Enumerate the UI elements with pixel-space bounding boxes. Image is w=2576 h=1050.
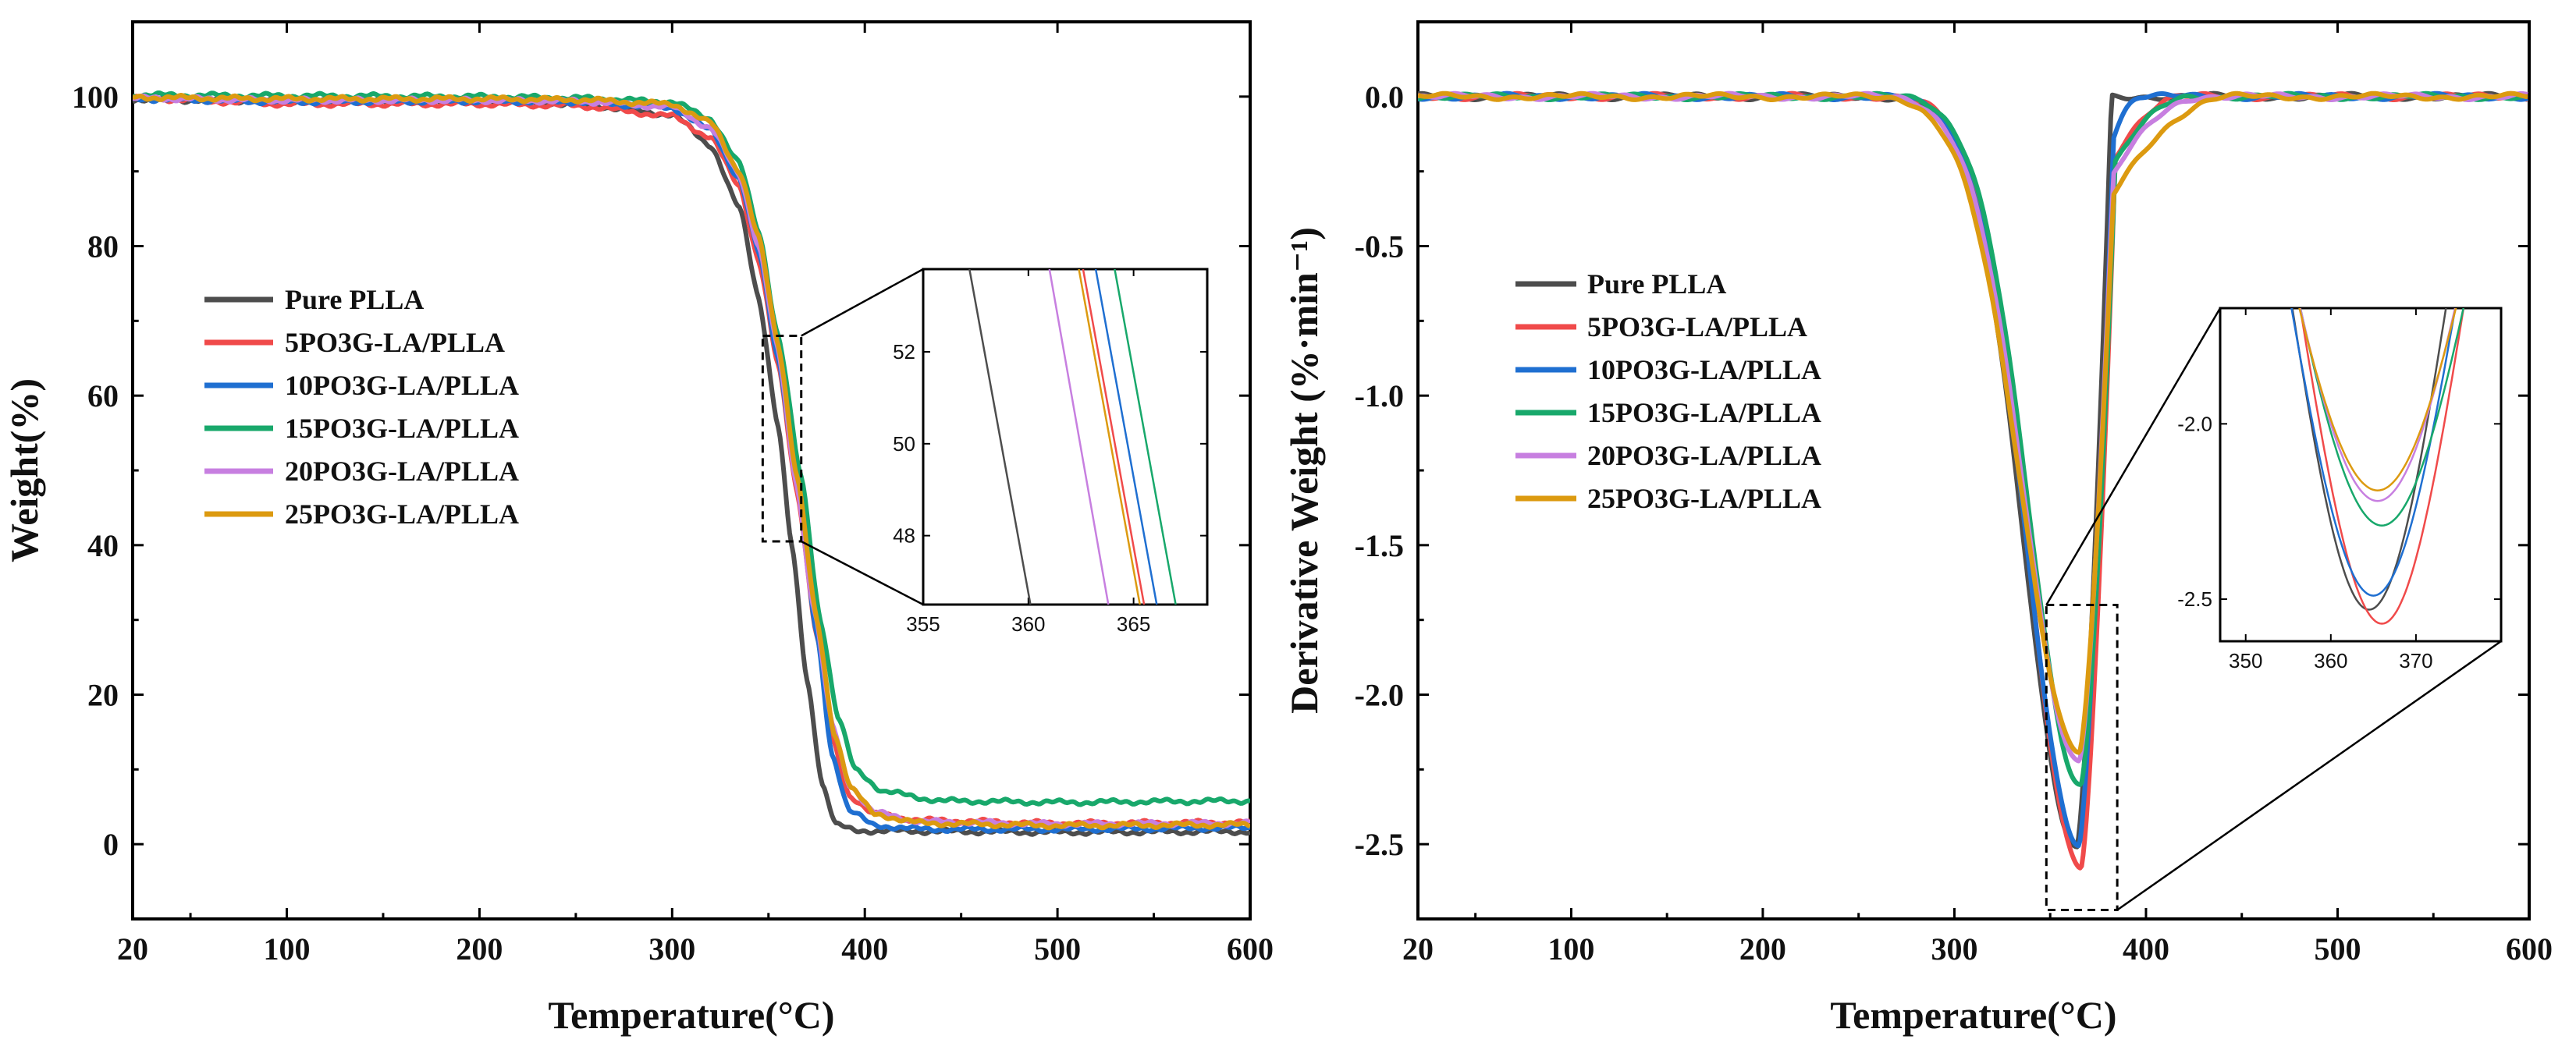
inset-series-line <box>1078 269 1141 605</box>
left-ytick-label: 20 <box>87 678 119 713</box>
inset0-ytick-label: 50 <box>893 432 915 456</box>
legend-label: 10PO3G-LA/PLLA <box>285 370 519 401</box>
left-xtick-label: 400 <box>841 931 888 967</box>
inset0-xtick-label: 365 <box>1117 612 1150 636</box>
inset-curve <box>2299 308 2464 527</box>
inset-dtg-chart: 350 360 370 -2.0 -2.5 <box>2177 307 2503 672</box>
inset1-frame <box>2219 307 2503 643</box>
legend-label: 5PO3G-LA/PLLA <box>1587 311 1807 342</box>
right-ytick-label: -1.5 <box>1355 528 1404 563</box>
right-xtick-label: 400 <box>2123 931 2169 967</box>
tga-weight-chart: 20 100 200 300 400 500 600 0 20 40 60 80 100 Temperat… <box>2 20 1274 1037</box>
inset0-xtick-label: 360 <box>1011 612 1045 636</box>
right-xtick-label: 600 <box>2506 931 2553 967</box>
right-ytick-label: 0.0 <box>1365 80 1404 115</box>
legend-label: 20PO3G-LA/PLLA <box>285 456 519 487</box>
inset-background <box>923 269 1207 605</box>
dtg-derivative-chart: 20 100 200 300 400 500 600 0.0 -0.5 -1.0 -1.5 -2.0 -… <box>1282 20 2553 1037</box>
zoom-region-box <box>2045 604 2119 911</box>
inset0-frame <box>922 268 1209 606</box>
legend-label: Pure PLLA <box>1587 268 1726 300</box>
dtg-line-25po3g-la-plla <box>1418 90 2529 755</box>
y-axis-title: Weight(%) <box>2 378 46 562</box>
legend-label: 25PO3G-LA/PLLA <box>1587 483 1821 514</box>
right-xtick-label: 300 <box>1931 931 1977 967</box>
inset-series-line <box>1114 269 1177 605</box>
inset-curve <box>2291 308 2447 611</box>
legend-label: 10PO3G-LA/PLLA <box>1587 354 1821 385</box>
right-ytick-label: -2.5 <box>1355 827 1404 862</box>
right-xtick-label: 100 <box>1547 931 1594 967</box>
inset1-xtick-label: 360 <box>2314 649 2347 672</box>
dtg-series-group <box>1418 90 2529 871</box>
legend-label: 15PO3G-LA/PLLA <box>285 413 519 444</box>
left-xtick-label: 200 <box>456 931 503 967</box>
inset-lines <box>968 269 1177 605</box>
zoom-connector-bottom <box>801 540 924 606</box>
inset1-ytick-label: -2.0 <box>2177 412 2212 435</box>
left-ytick-label: 40 <box>87 528 119 563</box>
inset-series-line <box>1048 269 1110 605</box>
series-line-25po3g-la-plla <box>133 93 1250 831</box>
left-ytick-label: 60 <box>87 378 119 413</box>
legend-label: 5PO3G-LA/PLLA <box>285 327 505 358</box>
inset-curve <box>2298 308 2457 491</box>
legend-label: 20PO3G-LA/PLLA <box>1587 440 1821 471</box>
inset0-ytick-label: 48 <box>893 524 915 548</box>
left-xtick-label: 600 <box>1227 931 1274 967</box>
zoom-region-box <box>761 335 803 543</box>
inset0-xtick-label: 355 <box>906 612 940 636</box>
inset-series-line <box>968 269 1032 605</box>
right-ytick-label: -1.0 <box>1355 378 1404 413</box>
zoom-connector-top <box>801 268 924 337</box>
left-ytick-label: 100 <box>72 80 119 115</box>
legend-label: Pure PLLA <box>285 284 424 315</box>
inset1-ytick-label: -2.5 <box>2177 587 2212 611</box>
inset1-xtick-label: 370 <box>2399 649 2432 672</box>
right-ytick-label: -0.5 <box>1355 229 1404 264</box>
weight-series-group <box>133 90 1250 837</box>
legend: Pure PLLA 5PO3G-LA/PLLA 10PO3G-LA/PLLA 15PO… <box>204 284 519 530</box>
x-axis-title: Temperature(°C) <box>1830 993 2116 1037</box>
x-axis-title: Temperature(°C) <box>548 993 834 1037</box>
legend-label: 25PO3G-LA/PLLA <box>285 498 519 530</box>
zoom-connector-bottom <box>2116 640 2502 911</box>
right-xtick-label: 20 <box>1402 931 1434 967</box>
inset0-ytick-label: 52 <box>893 340 915 364</box>
inset-curve <box>2299 308 2465 625</box>
inset-background <box>2220 308 2501 641</box>
inset1-xtick-label: 350 <box>2229 649 2262 672</box>
left-xtick-label: 300 <box>648 931 695 967</box>
right-ytick-label: -2.0 <box>1355 678 1404 713</box>
zoom-connector-top <box>2045 307 2222 606</box>
left-xtick-label: 20 <box>117 931 148 967</box>
series-line-15po3g-la-plla <box>133 90 1250 807</box>
left-ytick-label: 80 <box>87 229 119 264</box>
right-xtick-label: 500 <box>2314 931 2361 967</box>
legend-label: 15PO3G-LA/PLLA <box>1587 397 1821 428</box>
left-xtick-label: 500 <box>1034 931 1081 967</box>
inset-weight-chart: 355 360 365 48 50 52 <box>893 268 1209 636</box>
inset-series-line <box>1082 269 1146 605</box>
y-axis-title: Derivative Weight (%·min⁻¹) <box>1282 227 1326 714</box>
right-xtick-label: 200 <box>1739 931 1786 967</box>
inset-curves <box>2290 308 2465 625</box>
left-ytick-label: 0 <box>103 827 119 862</box>
inset-series-line <box>1094 269 1158 605</box>
left-xtick-label: 100 <box>264 931 311 967</box>
legend: Pure PLLA 5PO3G-LA/PLLA 10PO3G-LA/PLLA 15PO… <box>1515 268 1821 514</box>
